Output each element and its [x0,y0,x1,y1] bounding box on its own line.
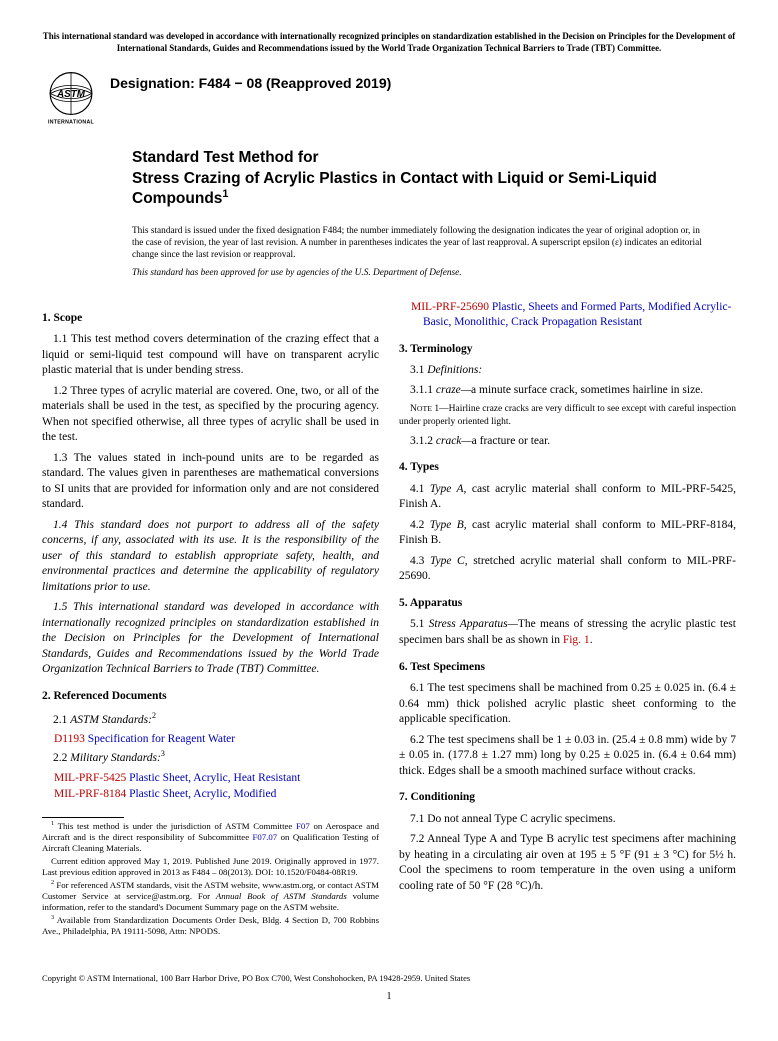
s4-3-a: 4.3 [410,555,430,567]
ref-d1193-text: Specification for Reagent Water [85,733,235,745]
footnote-1b: Current edition approved May 1, 2019. Pu… [42,856,379,878]
top-notice: This international standard was develope… [42,30,736,54]
section-4-head: 4. Types [399,460,736,476]
left-column: 1. Scope 1.1 This test method covers det… [42,300,379,939]
para-6-2: 6.2 The test specimens shall be 1 ± 0.03… [399,733,736,780]
note1-c: 1—Hairline craze cracks are very difficu… [399,404,736,427]
s3-1-label: 3.1 [410,364,427,376]
title-sup: 1 [222,188,228,200]
s3-1-2-term: crack— [436,435,472,447]
title-prefix: Standard Test Method for [132,148,706,169]
s5-1-term: Stress Apparatus— [429,618,518,630]
s2-2-label: 2.2 [53,752,70,764]
right-column: MIL-PRF-25690 Plastic, Sheets and Formed… [399,300,736,939]
page-number: 1 [42,990,736,1004]
mil5425-text: Plastic Sheet, Acrylic, Heat Resistant [126,772,300,784]
footnote-3: 3 Available from Standardization Documen… [42,915,379,937]
s4-2-term: Type B, [430,519,467,531]
para-1-2: 1.2 Three types of acrylic material are … [42,384,379,446]
svg-text:INTERNATIONAL: INTERNATIONAL [48,120,95,126]
para-4-3: 4.3 Type C, stretched acrylic material s… [399,554,736,585]
footnote-rule [42,817,124,818]
mil8184-code: MIL-PRF-8184 [54,788,126,800]
s5-1-c: . [590,634,593,646]
header-row: ASTM INTERNATIONAL Designation: F484 − 0… [42,68,736,126]
title-block: Standard Test Method for Stress Crazing … [132,148,706,209]
section-1-head: 1. Scope [42,311,379,327]
s2-1-label: 2.1 [53,713,70,725]
s3-1-1-a: 3.1.1 [410,384,436,396]
ref-mil8184[interactable]: MIL-PRF-8184 Plastic Sheet, Acrylic, Mod… [42,787,379,803]
sub-2-2: 2.2 Military Standards:3 [42,749,379,766]
s4-2-a: 4.2 [410,519,430,531]
ref-d1193[interactable]: D1193 Specification for Reagent Water [42,732,379,748]
section-5-head: 5. Apparatus [399,596,736,612]
fn2-ital: Annual Book of ASTM Standards [216,891,347,901]
svg-text:ASTM: ASTM [56,89,86,100]
fn1-b: This test method is under the jurisdicti… [54,821,296,831]
footnote-2: 2 For referenced ASTM standards, visit t… [42,880,379,913]
s4-3-term: Type C, [430,555,468,567]
para-7-1: 7.1 Do not anneal Type C acrylic specime… [399,812,736,828]
section-3-head: 3. Terminology [399,342,736,358]
para-4-1: 4.1 Type A, cast acrylic material shall … [399,482,736,513]
s3-1-1-b: a minute surface crack, sometimes hairli… [471,384,703,396]
fn3-b: Available from Standardization Documents… [42,915,379,936]
dod-note: This standard has been approved for use … [132,267,706,280]
footnote-1: 1 This test method is under the jurisdic… [42,821,379,854]
s3-1-2-b: a fracture or tear. [472,435,551,447]
mil8184-text: Plastic Sheet, Acrylic, Modified [126,788,276,800]
sub-2-1: 2.1 ASTM Standards:2 [42,711,379,728]
title-main-text: Stress Crazing of Acrylic Plastics in Co… [132,170,657,208]
note-1: NOTE 1—Hairline craze cracks are very di… [399,403,736,429]
para-1-5: 1.5 This international standard was deve… [42,600,379,678]
section-6-head: 6. Test Specimens [399,660,736,676]
para-1-4: 1.4 This standard does not purport to ad… [42,518,379,596]
para-4-2: 4.2 Type B, cast acrylic material shall … [399,518,736,549]
para-7-2: 7.2 Anneal Type A and Type B acrylic tes… [399,832,736,894]
issuance-note: This standard is issued under the fixed … [132,225,706,261]
ref-d1193-code: D1193 [54,733,85,745]
sub-3-1: 3.1 Definitions: [399,363,736,379]
s4-1-a: 4.1 [410,483,430,495]
ref-mil25690[interactable]: MIL-PRF-25690 Plastic, Sheets and Formed… [399,300,736,331]
astm-logo: ASTM INTERNATIONAL [42,68,100,126]
fn1-link2[interactable]: F07.07 [253,832,278,842]
s2-1-sup: 2 [152,711,156,720]
s3-1-ital: Definitions: [427,364,482,376]
para-3-1-1: 3.1.1 craze—a minute surface crack, some… [399,383,736,399]
mil25690-code: MIL-PRF-25690 [411,301,489,313]
s2-2-ital: Military Standards: [70,752,161,764]
two-column-body: 1. Scope 1.1 This test method covers det… [42,300,736,939]
s3-1-1-term: craze— [436,384,471,396]
section-7-head: 7. Conditioning [399,790,736,806]
s2-2-sup: 3 [161,749,165,758]
s3-1-2-a: 3.1.2 [410,435,436,447]
title-main: Stress Crazing of Acrylic Plastics in Co… [132,169,706,209]
para-1-3: 1.3 The values stated in inch-pound unit… [42,451,379,513]
note1-b: OTE [417,404,432,413]
s5-1-a: 5.1 [410,618,429,630]
copyright: Copyright © ASTM International, 100 Barr… [42,973,736,984]
s5-1-fig-link[interactable]: Fig. 1 [563,634,590,646]
fn1-link1[interactable]: F07 [296,821,310,831]
mil5425-code: MIL-PRF-5425 [54,772,126,784]
para-5-1: 5.1 Stress Apparatus—The means of stress… [399,617,736,648]
section-2-head: 2. Referenced Documents [42,689,379,705]
designation: Designation: F484 − 08 (Reapproved 2019) [110,74,391,93]
ref-mil5425[interactable]: MIL-PRF-5425 Plastic Sheet, Acrylic, Hea… [42,771,379,787]
s2-1-ital: ASTM Standards: [70,713,152,725]
para-6-1: 6.1 The test specimens shall be machined… [399,681,736,728]
s4-1-term: Type A, [430,483,467,495]
note1-a: N [410,404,417,414]
para-1-1: 1.1 This test method covers determinatio… [42,332,379,379]
para-3-1-2: 3.1.2 crack—a fracture or tear. [399,434,736,450]
